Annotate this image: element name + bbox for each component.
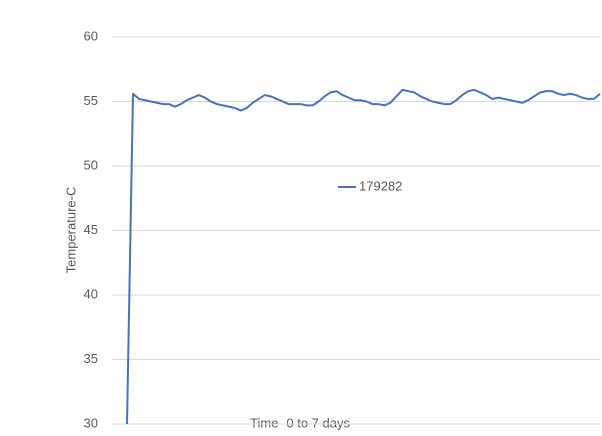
y-axis-label: Temperature-C (63, 187, 78, 274)
y-tick-label: 30 (84, 415, 98, 430)
legend-label: 179282 (359, 178, 402, 193)
y-tick-label: 60 (84, 28, 98, 43)
line-series (126, 88, 601, 425)
y-tick-label: 50 (84, 157, 98, 172)
y-tick-label: 40 (84, 286, 98, 301)
y-tick-label: 45 (84, 222, 98, 237)
y-tick-label: 35 (84, 351, 98, 366)
y-tick-label: 55 (84, 93, 98, 108)
x-axis-label: Time -0 to 7 days (250, 415, 350, 430)
